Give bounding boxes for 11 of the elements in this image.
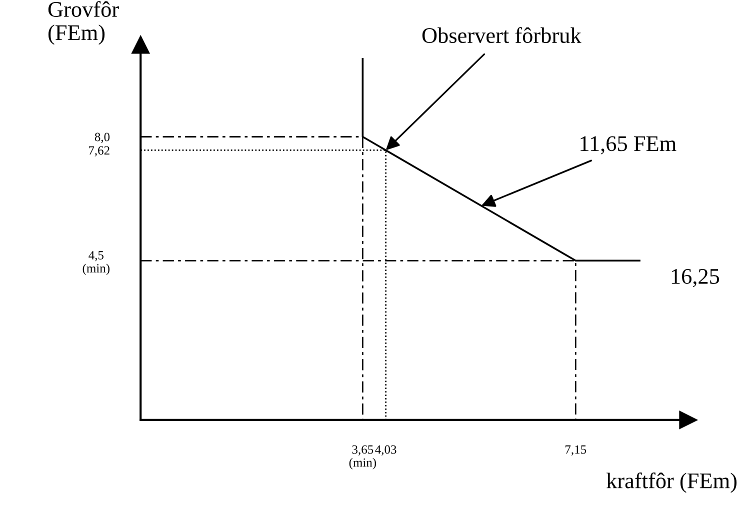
x-tick-label: 7,15 bbox=[566, 445, 586, 456]
y-tick-label: 8,0 bbox=[94, 132, 110, 144]
y-tick-label: 7,62 bbox=[88, 146, 110, 156]
y-tick-label: 4,5 (min) bbox=[82, 251, 110, 276]
annotation: 11,65 FEm bbox=[580, 136, 676, 154]
x-tick-label: 4,03 bbox=[375, 445, 396, 456]
x-axis-title: kraftfôr (FEm) bbox=[606, 472, 737, 493]
y-axis-title: Grovfôr (FEm) bbox=[48, 1, 119, 45]
annotation: Observert fôrbruk bbox=[422, 27, 582, 44]
annotation: 16,25 bbox=[672, 268, 720, 288]
x-tick-label: 3,65 (min) bbox=[349, 445, 376, 470]
